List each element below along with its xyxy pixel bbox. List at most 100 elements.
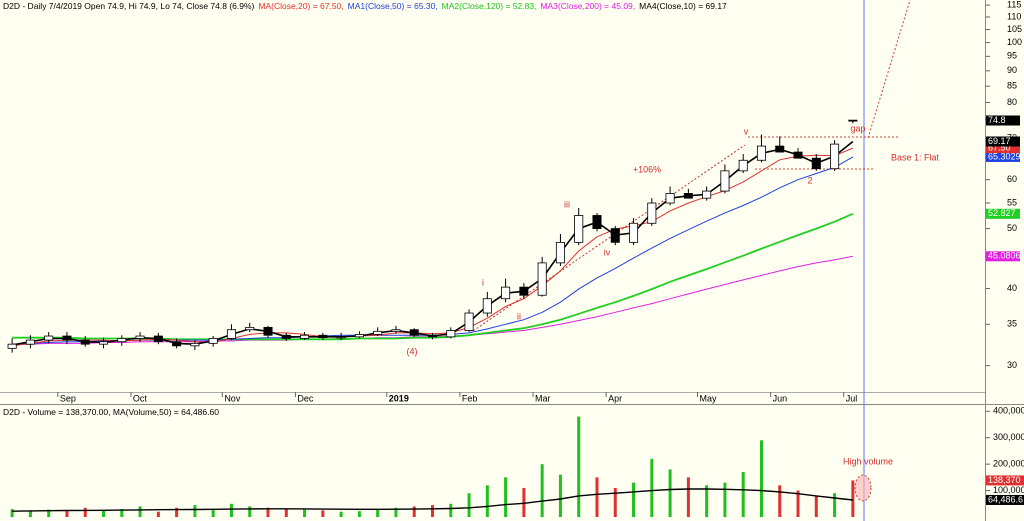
volume-bar bbox=[686, 477, 690, 517]
annotation: iii bbox=[564, 199, 570, 209]
annotation: (4) bbox=[407, 346, 418, 356]
candle-body bbox=[482, 298, 492, 314]
volume-bar bbox=[102, 510, 106, 517]
volume-bar bbox=[595, 477, 599, 517]
volume-bar bbox=[613, 487, 617, 517]
header-text: MA3(Close,200) = 45.09, bbox=[540, 1, 636, 11]
volume-bar bbox=[540, 464, 544, 517]
candle-body bbox=[830, 143, 840, 170]
candle-body bbox=[464, 312, 474, 331]
y-tick-label: 400,000 bbox=[993, 406, 1024, 416]
trend-line bbox=[469, 144, 746, 334]
volume-bar bbox=[65, 511, 69, 517]
volume-bar bbox=[522, 487, 526, 517]
volume-bar bbox=[833, 493, 837, 517]
candle-body bbox=[756, 145, 766, 161]
x-tick-label: Jul bbox=[846, 393, 858, 403]
y-tick-label: 110 bbox=[1007, 11, 1021, 21]
volume-bar bbox=[303, 509, 307, 517]
x-tick-label: Dec bbox=[297, 393, 314, 403]
volume-bar bbox=[741, 472, 745, 517]
candle-body bbox=[665, 193, 675, 204]
x-tick-label: Jun bbox=[773, 393, 788, 403]
candle-body bbox=[683, 193, 693, 199]
candle-body bbox=[427, 334, 438, 338]
value-box bbox=[986, 475, 1024, 486]
annotation: ii bbox=[517, 311, 521, 321]
volume-bar bbox=[650, 458, 654, 517]
volume-header: D2D - Volume = 138,370.00, MA(Volume,50)… bbox=[3, 407, 223, 417]
y-tick-label: 80 bbox=[1007, 97, 1017, 107]
y-tick-label: 85 bbox=[1007, 81, 1017, 91]
volume-bar bbox=[120, 509, 124, 517]
volume-bar bbox=[759, 440, 763, 517]
candle-body bbox=[848, 119, 858, 122]
candle-body bbox=[354, 334, 364, 338]
volume-bar bbox=[632, 482, 636, 517]
candle-body bbox=[610, 228, 620, 243]
volume-bar bbox=[778, 485, 782, 517]
volume-bar bbox=[211, 509, 215, 517]
candle-body bbox=[647, 202, 657, 224]
volume-bar bbox=[504, 477, 508, 517]
candle-body bbox=[25, 339, 35, 345]
x-tick-label: May bbox=[700, 393, 718, 403]
candle-body bbox=[172, 341, 182, 347]
value-box-label: 69.17 bbox=[988, 136, 1011, 146]
candle-body bbox=[702, 190, 712, 199]
candle-body bbox=[738, 159, 748, 172]
y-tick-label: 60 bbox=[1007, 174, 1017, 184]
candle-body bbox=[555, 241, 565, 264]
annotation: 2 bbox=[807, 175, 812, 185]
x-tick-label: Apr bbox=[608, 393, 622, 403]
y-tick-label: 35 bbox=[1007, 319, 1017, 329]
volume-bar bbox=[339, 511, 343, 517]
value-box bbox=[986, 208, 1020, 219]
candle-body bbox=[208, 338, 218, 344]
candle-body bbox=[574, 215, 584, 243]
candle-body bbox=[446, 330, 456, 338]
y-tick-label: 95 bbox=[1007, 51, 1017, 61]
candle-body bbox=[775, 145, 785, 153]
value-box bbox=[986, 115, 1020, 126]
candle-body bbox=[537, 262, 547, 296]
candle-body bbox=[80, 339, 90, 345]
volume-bar bbox=[266, 507, 270, 517]
candle-body bbox=[62, 335, 72, 341]
volume-bar bbox=[577, 416, 581, 517]
candle-body bbox=[373, 330, 383, 335]
value-box bbox=[986, 251, 1020, 262]
candle-body bbox=[336, 336, 346, 339]
volume-bar bbox=[431, 505, 434, 517]
x-tick-label: Oct bbox=[133, 393, 148, 403]
candle-body bbox=[117, 338, 127, 343]
value-box-label: 64,486.6 bbox=[988, 494, 1023, 504]
header-text: MA2(Close,120) = 52.83, bbox=[441, 1, 537, 11]
y-tick-label: 55 bbox=[1007, 197, 1017, 207]
y-tick-label: 100 bbox=[1007, 37, 1022, 47]
volume-bar bbox=[321, 510, 325, 517]
volume-bar bbox=[229, 503, 233, 517]
candle-body bbox=[592, 215, 602, 229]
x-tick-label: Mar bbox=[535, 393, 551, 403]
y-tick-label: 300,000 bbox=[993, 432, 1024, 442]
candle-body bbox=[519, 286, 529, 296]
annotation: Base 1: Flat bbox=[891, 152, 940, 162]
volume-bar bbox=[175, 507, 179, 517]
value-box-label: 45.0806 bbox=[988, 251, 1021, 261]
volume-bar bbox=[83, 507, 87, 517]
candle-body bbox=[153, 335, 163, 343]
volume-bar bbox=[449, 503, 453, 517]
candle-body bbox=[629, 222, 639, 243]
x-tick-label: Feb bbox=[462, 393, 478, 403]
x-tick-label: 2019 bbox=[389, 393, 409, 403]
candle-body bbox=[793, 151, 803, 159]
candle-body bbox=[501, 286, 511, 300]
y-tick-label: 200,000 bbox=[993, 459, 1024, 469]
header-text: MA1(Close,50) = 65.30, bbox=[347, 1, 438, 11]
y-tick-label: 105 bbox=[1007, 24, 1022, 34]
volume-bar bbox=[248, 506, 252, 517]
candle-body bbox=[318, 334, 328, 339]
